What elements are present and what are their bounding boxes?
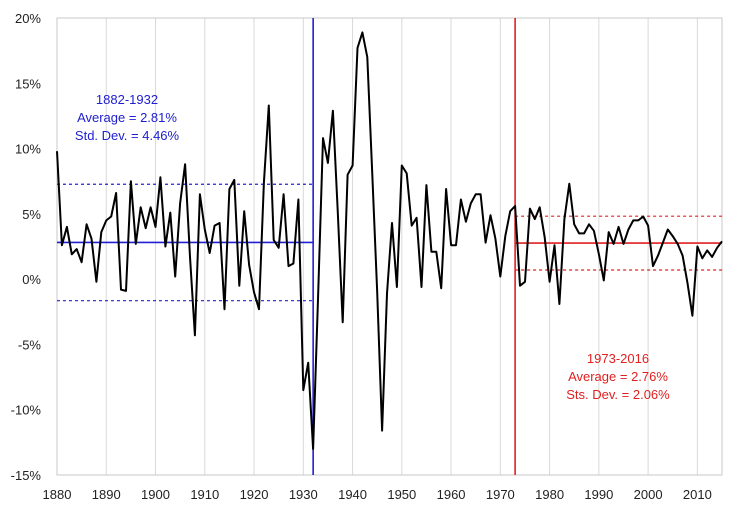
x-tick-labels: 1880 1890 1900 1910 1920 1930 1940 1950 1960 1970… bbox=[43, 487, 712, 502]
x-tick-label: 1950 bbox=[387, 487, 416, 502]
early-period-label-line: 1882-1932 bbox=[96, 92, 158, 107]
y-tick-label: 10% bbox=[15, 142, 41, 157]
x-tick-label: 2010 bbox=[683, 487, 712, 502]
y-tick-label: -5% bbox=[18, 337, 42, 352]
x-tick-label: 1960 bbox=[437, 487, 466, 502]
x-tick-label: 1900 bbox=[141, 487, 170, 502]
late-period-label-line: 1973-2016 bbox=[587, 351, 649, 366]
y-tick-label: 0% bbox=[22, 272, 41, 287]
late-period-label-line: Sts. Dev. = 2.06% bbox=[566, 387, 670, 402]
y-tick-label: 5% bbox=[22, 207, 41, 222]
series-line-0 bbox=[56, 31, 723, 450]
y-tick-label: 20% bbox=[15, 11, 41, 26]
x-tick-label: 1910 bbox=[190, 487, 219, 502]
early-period-label-line: Std. Dev. = 4.46% bbox=[75, 128, 180, 143]
late-period-label-line: Average = 2.76% bbox=[568, 369, 668, 384]
y-tick-label: -15% bbox=[11, 468, 42, 483]
early-period-label-line: Average = 2.81% bbox=[77, 110, 177, 125]
y-tick-label: -10% bbox=[11, 403, 42, 418]
x-tick-label: 1890 bbox=[92, 487, 121, 502]
x-tick-label: 1980 bbox=[535, 487, 564, 502]
y-tick-labels: -15% -10% -5% 0% 5% 10% 15% 20% bbox=[11, 11, 42, 483]
x-tick-label: 1940 bbox=[338, 487, 367, 502]
x-tick-label: 1920 bbox=[240, 487, 269, 502]
x-tick-label: 1990 bbox=[584, 487, 613, 502]
annotation-labels: 1882-1932 Average = 2.81% Std. Dev. = 4.46… bbox=[75, 92, 670, 402]
period-annotations bbox=[57, 18, 722, 475]
series-layer bbox=[56, 31, 723, 450]
chart-axes bbox=[56, 17, 723, 476]
plot-frame bbox=[56, 17, 723, 476]
y-tick-label: 15% bbox=[15, 76, 41, 91]
x-tick-label: 1930 bbox=[289, 487, 318, 502]
x-tick-label: 2000 bbox=[634, 487, 663, 502]
x-tick-label: 1970 bbox=[486, 487, 515, 502]
x-tick-label: 1880 bbox=[43, 487, 72, 502]
